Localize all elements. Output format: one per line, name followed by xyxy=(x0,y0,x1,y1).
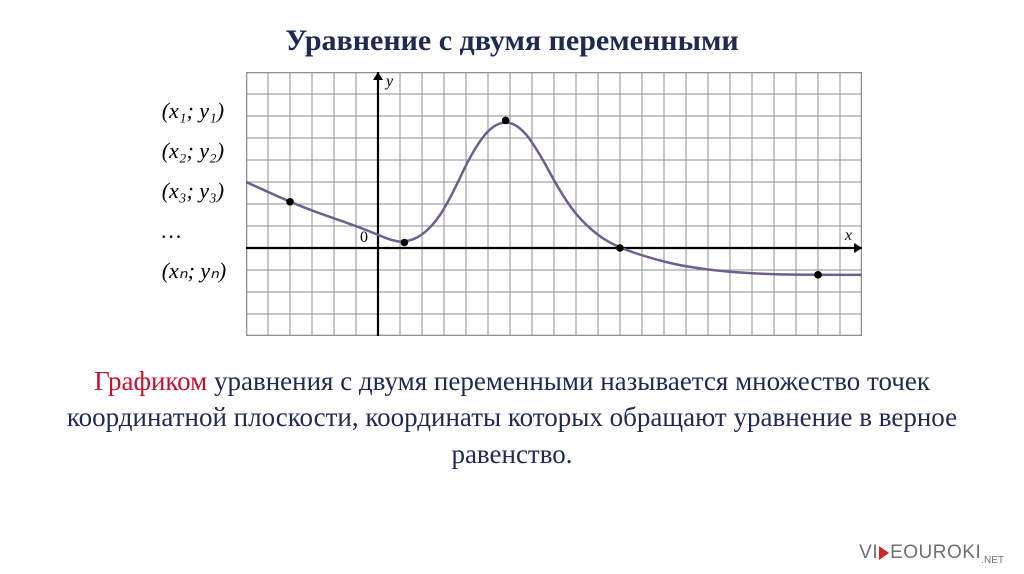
logo-net: .NET xyxy=(981,555,1004,566)
page-title: Уравнение с двумя переменными xyxy=(0,0,1024,72)
chart-svg: 0xy xyxy=(246,72,862,336)
points-list: (x₁; y₁) (x₂; y₂) (x₃; y₃) … (xₙ; yₙ) xyxy=(162,72,227,284)
content-row: (x₁; y₁) (x₂; y₂) (x₃; y₃) … (xₙ; yₙ) 0x… xyxy=(0,72,1024,341)
logo-suffix: EOUROKI xyxy=(890,542,981,563)
svg-text:y: y xyxy=(384,73,394,90)
point-pair: (xₙ; yₙ) xyxy=(162,258,227,284)
logo-prefix: VI xyxy=(859,542,878,563)
definition-text: Графиком уравнения с двумя переменными н… xyxy=(0,363,1024,472)
point-pair: (x₃; y₃) xyxy=(162,178,227,204)
logo-triangle-icon xyxy=(879,546,889,560)
point-ellipsis: … xyxy=(162,218,227,244)
point-pair: (x₂; y₂) xyxy=(162,138,227,164)
point-pair: (x₁; y₁) xyxy=(162,98,227,124)
svg-text:x: x xyxy=(844,227,852,244)
definition-keyword: Графиком xyxy=(94,366,207,396)
chart-container: 0xy xyxy=(246,72,862,341)
videouroki-logo: VI EOUROKI.NET xyxy=(859,542,1004,566)
